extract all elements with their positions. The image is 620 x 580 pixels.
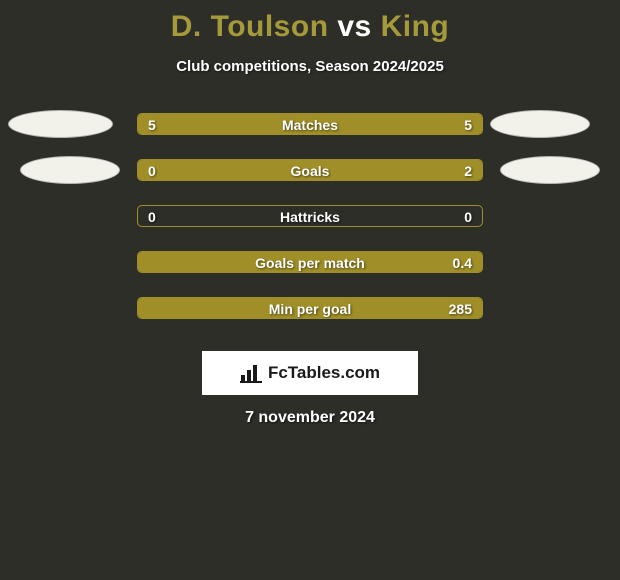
bar-fill-right: [234, 252, 482, 272]
bar-fill-right: [200, 160, 482, 180]
bar-track: Goals02: [137, 159, 483, 181]
comparison-rows: Matches55Goals02Hattricks00Goals per mat…: [0, 113, 620, 343]
value-right: 0.4: [453, 252, 472, 273]
date-line: 7 november 2024: [0, 409, 620, 427]
bar-fill-left: [138, 298, 269, 318]
avatar-ellipse-right: [500, 156, 600, 184]
brand-text: FcTables.com: [268, 363, 380, 383]
bar-track: Hattricks0 0: [137, 205, 483, 227]
value-right: 5: [464, 114, 472, 135]
bar-label: Hattricks: [138, 206, 482, 227]
bar-fill-left: [138, 252, 234, 272]
title-right: King: [381, 10, 450, 43]
brand-box: FcTables.com: [202, 351, 418, 395]
value-right: 2: [464, 160, 472, 181]
page-title: D. Toulson vs King: [0, 0, 620, 44]
bar-fill-right: [310, 114, 482, 134]
bar-track: Matches55: [137, 113, 483, 135]
value-left: 0: [148, 160, 156, 181]
title-sep: vs: [329, 10, 381, 43]
stat-row: Matches55: [0, 113, 620, 159]
stat-row: Hattricks0 0: [0, 205, 620, 251]
stat-row: Goals per match0.4: [0, 251, 620, 297]
bar-fill-left: [138, 114, 310, 134]
bars-icon: [240, 363, 262, 383]
value-right: 285: [449, 298, 472, 319]
avatar-ellipse-right: [490, 110, 590, 138]
avatar-ellipse-left: [8, 110, 113, 138]
stat-row: Min per goal285: [0, 297, 620, 343]
title-left: D. Toulson: [171, 10, 329, 43]
subtitle: Club competitions, Season 2024/2025: [0, 58, 620, 75]
bar-track: Min per goal285: [137, 297, 483, 319]
stat-row: Goals02: [0, 159, 620, 205]
value-left: 5: [148, 114, 156, 135]
value-right: 0: [464, 206, 472, 227]
avatar-ellipse-left: [20, 156, 120, 184]
bar-track: Goals per match0.4: [137, 251, 483, 273]
value-left: 0: [148, 206, 156, 227]
